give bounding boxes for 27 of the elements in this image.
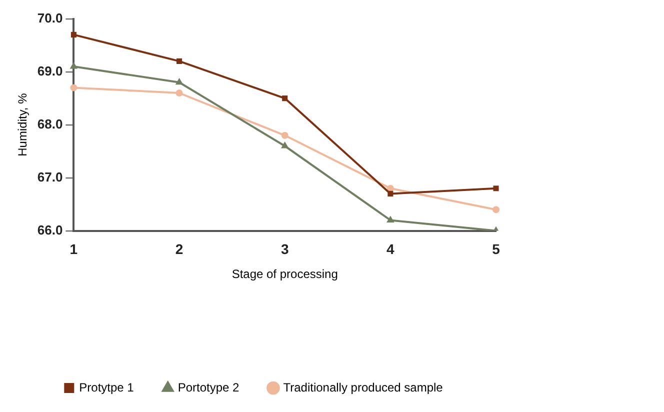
y-tick-label: 68.0 — [37, 116, 63, 132]
point — [70, 32, 76, 38]
legend-label: Portotype 2 — [178, 380, 240, 394]
y-tick-label: 67.0 — [37, 169, 63, 184]
point — [282, 96, 288, 102]
point — [493, 186, 499, 192]
y-tick-label: 69.0 — [37, 63, 63, 78]
point — [386, 184, 394, 192]
point — [176, 90, 183, 96]
point — [388, 190, 394, 196]
y-tick-label: 66.0 — [37, 222, 63, 238]
point — [492, 206, 500, 214]
point — [387, 216, 394, 222]
point — [70, 84, 78, 92]
point — [281, 132, 288, 139]
x-tick-label: 3 — [280, 241, 289, 258]
x-tick-label: 1 — [70, 241, 78, 258]
x-tick-label: 5 — [492, 241, 500, 258]
x-tick-label: 2 — [175, 241, 184, 258]
y-tick-label: 70.0 — [37, 10, 63, 26]
x-tick-label: 4 — [386, 241, 395, 258]
x-axis-title: Stage of processing — [232, 267, 338, 282]
y-axis-title: Humidity, % — [16, 92, 30, 156]
point — [282, 142, 288, 148]
legend-label: Protytpe 1 — [79, 380, 134, 394]
point — [176, 58, 182, 64]
legend-label: Traditionally produced sample — [283, 380, 444, 394]
